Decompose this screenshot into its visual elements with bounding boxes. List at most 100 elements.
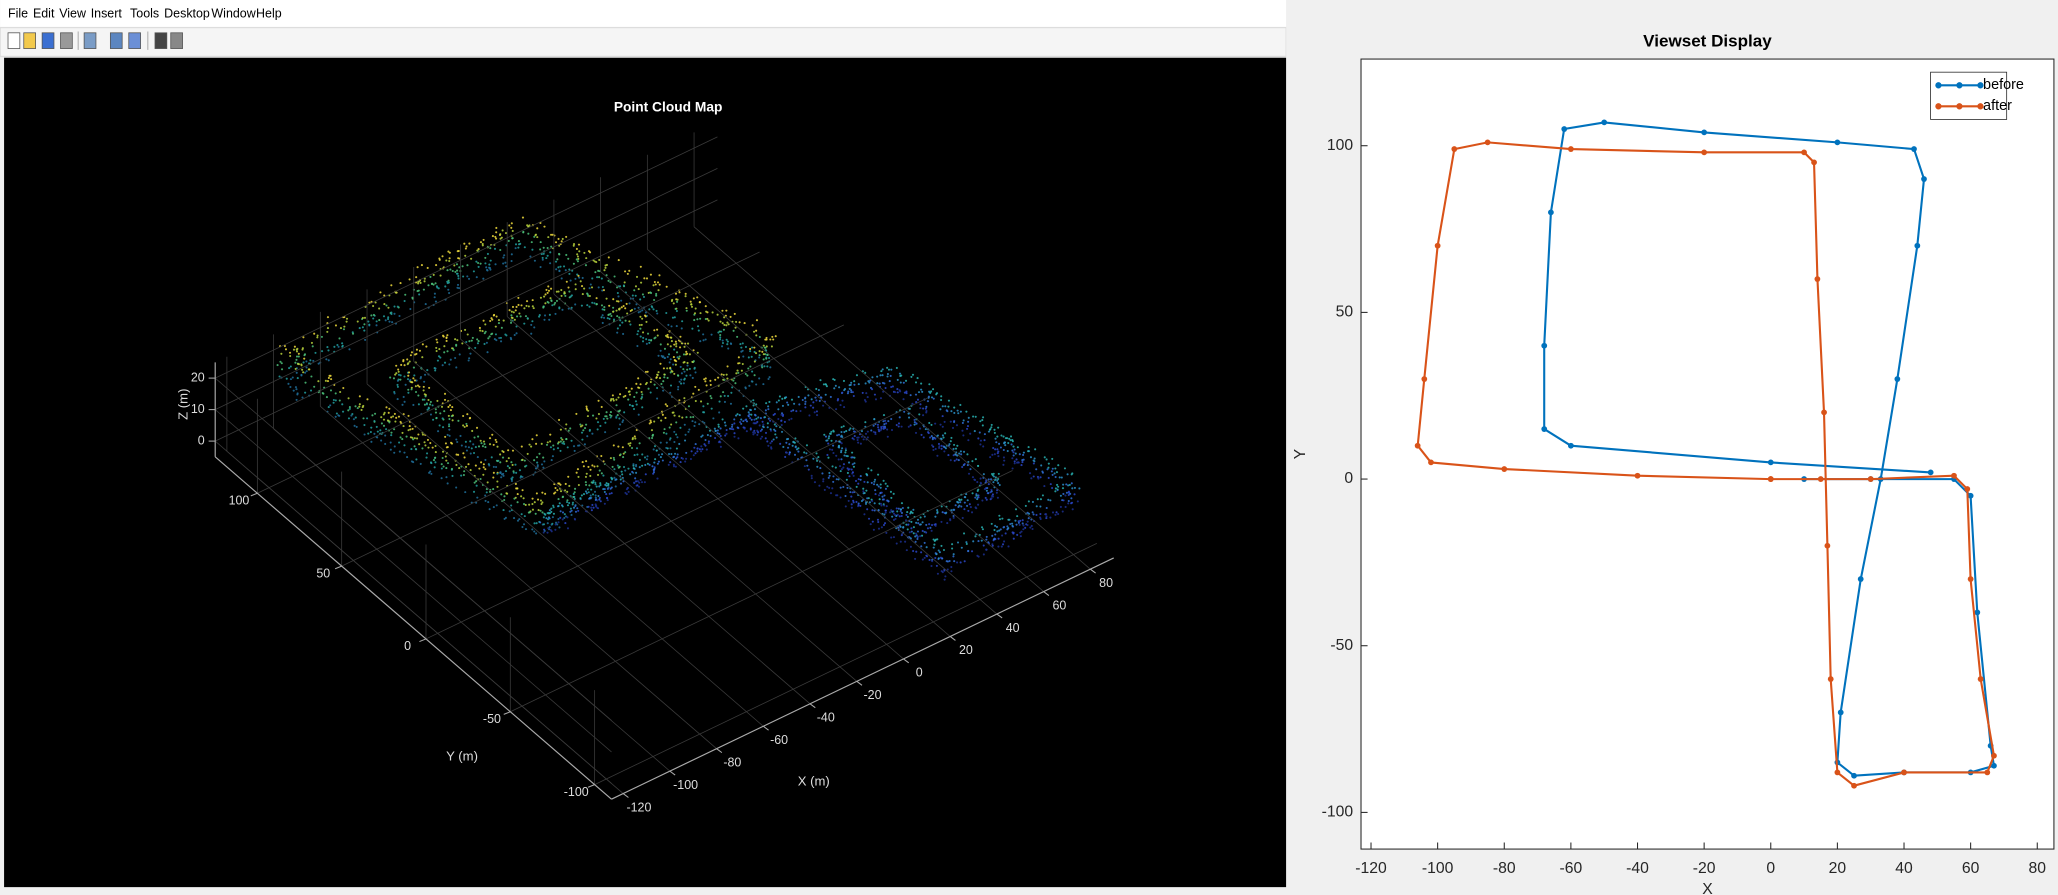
toolbar-button[interactable] [7,32,21,49]
cloud-point [343,325,346,328]
cloud-point [967,420,970,423]
cloud-point [709,379,712,382]
cloud-point [797,450,800,453]
cloud-point [662,367,665,370]
cloud-point [544,293,547,296]
cloud-point [375,425,378,428]
cloud-point [507,449,510,452]
grid-line [366,383,764,727]
toolbar-button[interactable] [60,32,73,49]
cloud-point [960,498,963,501]
cloud-point [959,450,962,453]
cloud-point [709,383,712,386]
cloud-point [564,482,567,486]
toolbar-button[interactable] [170,32,183,49]
cloud-point [736,369,739,372]
menu-item[interactable]: Desktop [164,7,210,21]
menu-item[interactable]: File [8,7,28,21]
cloud-point [415,352,418,355]
toolbar-button[interactable] [128,32,141,49]
menu-item[interactable]: View [59,7,87,21]
cloud-point [840,434,843,437]
cloud-point [752,433,755,436]
cloud-point [415,276,418,279]
cloud-point [774,433,777,436]
cloud-point [839,486,842,489]
cloud-point [574,288,577,291]
tick-mark [669,770,676,776]
cloud-point [397,378,400,381]
menu-item[interactable]: Insert [91,7,123,21]
cloud-point [845,430,848,433]
menu-item[interactable]: Tools [130,7,159,21]
cloud-point [884,419,887,422]
cloud-point [742,407,745,410]
cloud-point [905,549,908,552]
cloud-point [1016,515,1019,518]
toolbar-button[interactable] [41,32,55,49]
cloud-point [496,485,499,488]
cloud-point [804,403,807,406]
trajectory-point [1851,772,1857,779]
toolbar-button[interactable] [23,32,36,49]
cloud-point [380,422,383,425]
x-axis-label: X (m) [798,774,830,789]
cloud-point [521,216,525,219]
cloud-point [593,302,596,305]
cloud-point [280,352,283,355]
cloud-point [994,524,997,527]
cloud-point [940,505,943,508]
cloud-point [547,289,551,292]
cloud-point [952,447,955,450]
cloud-point [977,540,980,543]
cloud-point [1007,527,1010,530]
cloud-point [479,439,482,442]
cloud-point [1021,459,1024,462]
cloud-point [446,350,449,353]
cloud-point [446,462,450,465]
cloud-point [684,292,687,295]
toolbar-button[interactable] [83,32,97,49]
menu-item[interactable]: Help [256,7,282,21]
y-tick-label: -100 [564,785,589,799]
cloud-point [897,422,900,425]
toolbar-button[interactable] [154,32,168,49]
cloud-point [652,472,655,475]
menu-item[interactable]: Edit [33,7,55,21]
cloud-point [502,262,505,265]
cloud-point [853,435,856,438]
cloud-point [1055,471,1059,474]
cloud-point [643,481,646,484]
cloud-point [488,464,491,467]
cloud-point [572,445,576,448]
cloud-point [651,433,655,436]
cloud-point [880,504,883,507]
cloud-point [696,351,699,354]
cloud-point [505,460,508,463]
cloud-point [591,301,594,304]
cloud-point [917,522,920,525]
cloud-point [429,413,433,416]
cloud-point [975,494,978,497]
cloud-point [897,425,900,428]
cloud-point [837,433,841,436]
cloud-point [305,366,308,369]
cloud-point [278,375,281,378]
cloud-point [556,505,560,508]
cloud-point [457,277,460,280]
cloud-point [770,447,773,450]
cloud-point [279,360,282,363]
menu-item[interactable]: Window [211,7,256,21]
cloud-point [894,517,897,520]
cloud-point [690,305,694,308]
cloud-point [828,435,831,438]
cloud-point [953,411,956,415]
cloud-point [429,441,432,445]
cloud-point [708,429,712,432]
cloud-point [849,427,852,430]
cloud-point [1053,472,1056,475]
cloud-point [416,384,420,387]
cloud-point [557,482,560,485]
trajectory-point [1914,242,1921,249]
toolbar-button[interactable] [109,32,123,49]
